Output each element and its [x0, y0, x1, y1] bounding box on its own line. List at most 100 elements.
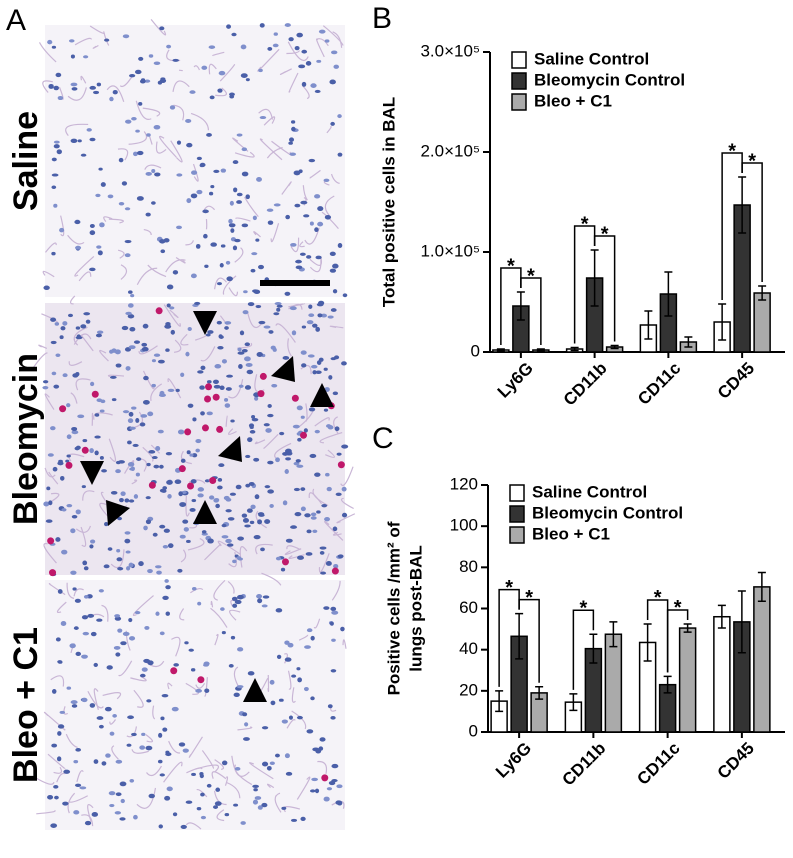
- cell: [106, 665, 113, 670]
- tissue-fiber: [134, 411, 144, 428]
- cell: [282, 451, 289, 456]
- tissue-fiber: [213, 790, 227, 806]
- cell: [282, 500, 288, 506]
- tissue-fiber: [167, 682, 173, 690]
- x-tick-label: CD11c: [633, 739, 683, 789]
- tissue-fiber: [234, 247, 244, 263]
- cell: [98, 724, 104, 729]
- cell: [303, 428, 308, 433]
- cell: [70, 54, 75, 59]
- cell: [131, 406, 137, 410]
- cell: [224, 403, 231, 408]
- cell: [130, 293, 135, 298]
- cell: [254, 494, 260, 500]
- cell: [195, 688, 202, 693]
- cell: [270, 345, 276, 350]
- cell: [66, 504, 73, 508]
- stained-cell: [216, 425, 224, 433]
- tissue-fiber: [261, 572, 282, 586]
- legend-swatch: [509, 505, 525, 523]
- y-tick-label: 2.0×10⁵: [420, 141, 480, 160]
- cell: [321, 503, 328, 508]
- cell: [248, 481, 255, 486]
- cell: [93, 90, 100, 95]
- tissue-fiber: [74, 37, 93, 46]
- cell: [57, 660, 63, 664]
- tissue-fiber: [249, 762, 274, 780]
- tissue-fiber: [229, 609, 241, 621]
- cell: [143, 658, 151, 664]
- stained-cell: [49, 569, 57, 577]
- cell: [273, 203, 281, 207]
- cell: [308, 304, 313, 309]
- cell: [53, 85, 60, 91]
- cell: [310, 696, 315, 701]
- cell: [331, 50, 338, 55]
- cell: [209, 495, 215, 500]
- cell: [140, 414, 148, 418]
- cell: [42, 386, 49, 390]
- tissue-fiber: [284, 548, 302, 556]
- tissue-fiber: [244, 196, 259, 218]
- cell: [95, 193, 101, 198]
- cell: [55, 637, 61, 642]
- cell: [318, 29, 326, 34]
- cell: [206, 380, 212, 384]
- tissue-fiber: [42, 80, 53, 93]
- stained-cell: [91, 390, 99, 398]
- arrowhead: [243, 678, 267, 702]
- cell: [226, 543, 234, 547]
- cell: [267, 460, 274, 465]
- cell: [205, 333, 211, 337]
- cell: [275, 457, 280, 463]
- cell: [133, 814, 138, 820]
- cell: [151, 201, 156, 205]
- tissue-fiber: [227, 580, 235, 594]
- tissue-fiber: [330, 173, 340, 184]
- stained-cell: [259, 372, 267, 380]
- cell: [290, 525, 298, 529]
- cell: [126, 743, 132, 747]
- cell: [220, 244, 226, 248]
- cell: [99, 456, 104, 460]
- cell: [327, 704, 333, 709]
- cell: [66, 403, 71, 408]
- tissue-fiber: [314, 417, 330, 427]
- tissue-fiber: [190, 112, 210, 131]
- cell: [224, 397, 229, 402]
- cell: [333, 564, 339, 569]
- tissue-fiber: [210, 607, 228, 628]
- cell: [268, 330, 274, 334]
- cell: [165, 585, 171, 590]
- cell: [51, 688, 57, 694]
- cell: [117, 516, 122, 521]
- cell: [320, 313, 327, 318]
- cell: [220, 168, 227, 173]
- cell: [101, 469, 107, 473]
- cell: [79, 786, 87, 790]
- cell: [43, 285, 50, 290]
- tissue-fiber: [159, 135, 177, 158]
- cell: [122, 34, 130, 39]
- cell: [83, 566, 89, 571]
- cell: [233, 692, 240, 698]
- cell: [204, 264, 209, 269]
- cell: [73, 810, 80, 815]
- cell: [145, 212, 151, 217]
- cell: [89, 85, 96, 90]
- cell: [281, 719, 288, 724]
- cell: [296, 464, 304, 468]
- error-bar: [590, 249, 599, 307]
- cell: [109, 731, 115, 736]
- error-bar: [569, 693, 578, 712]
- cell: [146, 699, 152, 703]
- tissue-fiber: [144, 164, 162, 170]
- cell: [115, 792, 122, 797]
- cell: [74, 446, 80, 451]
- tissue-fiber: [332, 531, 342, 536]
- cell: [153, 353, 161, 357]
- cell: [166, 480, 173, 485]
- cell: [145, 519, 152, 525]
- cell: [200, 365, 206, 370]
- cell: [289, 306, 297, 311]
